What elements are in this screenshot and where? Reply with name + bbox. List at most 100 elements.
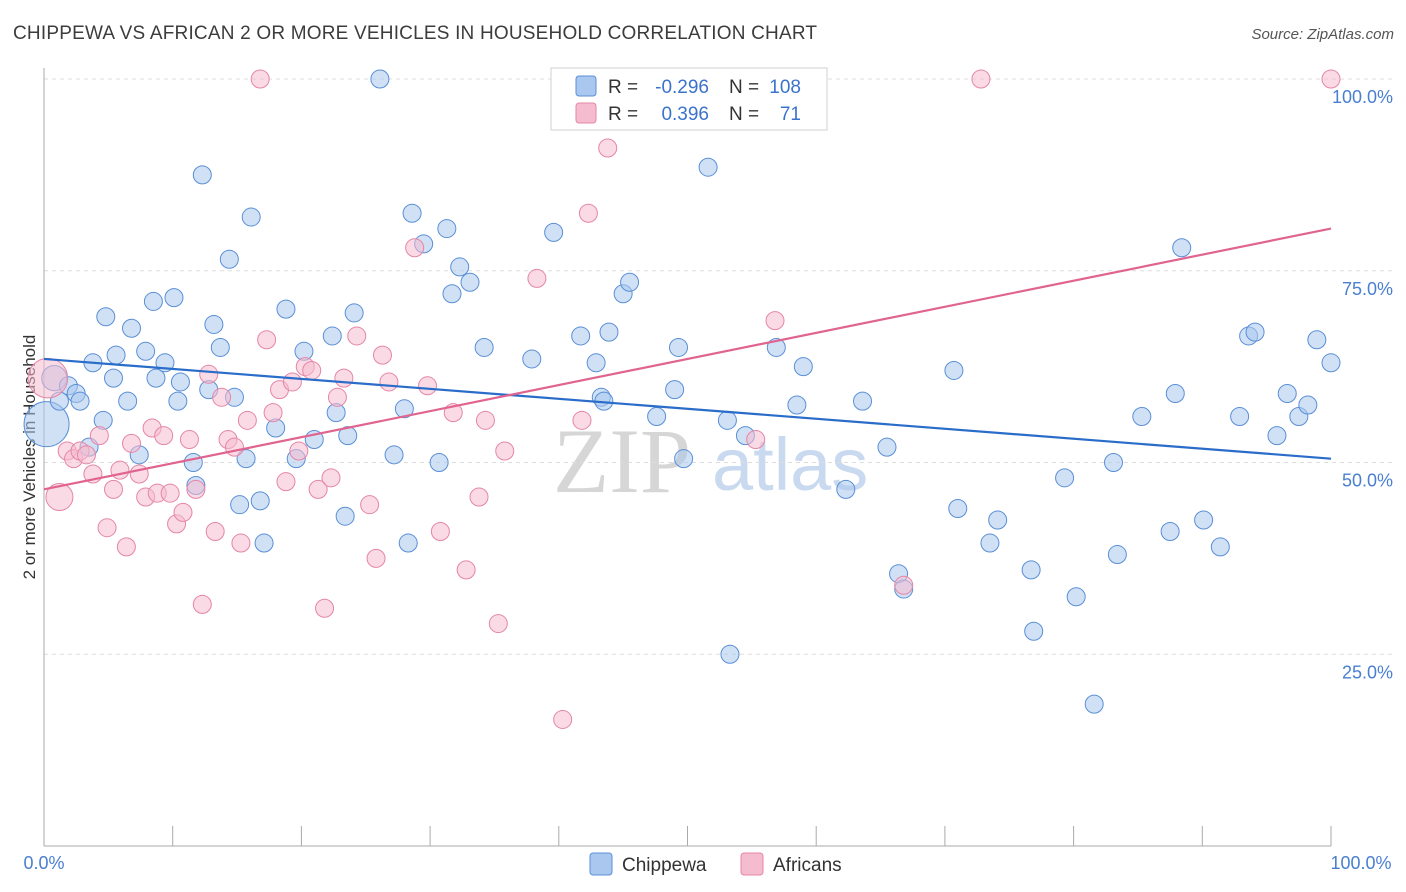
x-tick-label-min: 0.0% xyxy=(23,853,64,873)
africans-point xyxy=(45,483,74,512)
chippewa-point xyxy=(106,345,126,365)
africans-point xyxy=(379,372,399,392)
legend-swatch-africans xyxy=(575,102,597,124)
africans-point xyxy=(224,437,244,457)
chart-source: Source: ZipAtlas.com xyxy=(1251,26,1394,43)
chippewa-point xyxy=(1021,560,1041,580)
africans-point xyxy=(276,472,296,492)
chippewa-point xyxy=(980,533,1000,553)
chippewa-point xyxy=(219,249,239,269)
africans-point xyxy=(475,410,495,430)
chippewa-point xyxy=(136,341,156,361)
grid-lines xyxy=(44,78,1392,655)
africans-point xyxy=(250,69,270,89)
chippewa-point xyxy=(571,326,591,346)
africans-point xyxy=(495,441,515,461)
legend-n-value-chippewa: 108 xyxy=(769,77,801,98)
africans-point xyxy=(418,376,438,396)
y-axis-label: 2 or more Vehicles in Household xyxy=(20,335,39,580)
africans-point xyxy=(765,311,785,331)
africans-point xyxy=(366,548,386,568)
chippewa-point xyxy=(836,479,856,499)
africans-point xyxy=(27,357,69,399)
africans-point xyxy=(598,138,618,158)
chippewa-point xyxy=(853,391,873,411)
y-tick-label: 50.0% xyxy=(1342,471,1393,491)
chippewa-point xyxy=(1172,238,1192,258)
africans-point xyxy=(192,594,212,614)
chippewa-point xyxy=(1084,694,1104,714)
legend-box: R = -0.296 N = 108 R = 0.396 N = 71 xyxy=(550,67,828,131)
africans-point xyxy=(116,537,136,557)
chippewa-point xyxy=(1321,353,1341,373)
chippewa-point xyxy=(398,533,418,553)
y-tick-label: 75.0% xyxy=(1342,279,1393,299)
series-chippewa-points xyxy=(23,69,1341,714)
legend-r-value-chippewa: -0.296 xyxy=(655,77,709,98)
chippewa-point xyxy=(988,510,1008,530)
chippewa-point xyxy=(338,426,358,446)
trend-lines xyxy=(43,227,1332,491)
legend-r-value-africans: 0.396 xyxy=(661,104,709,125)
africans-point xyxy=(327,387,347,407)
chippewa-point xyxy=(450,257,470,277)
watermark: ZIP atlas xyxy=(553,410,868,512)
chippewa-point xyxy=(1160,522,1180,542)
chippewa-point xyxy=(1055,468,1075,488)
y-tick-label: 100.0% xyxy=(1332,87,1393,107)
chippewa-point xyxy=(1267,426,1287,446)
chippewa-point xyxy=(241,207,261,227)
chippewa-point xyxy=(402,203,422,223)
chippewa-point xyxy=(170,372,190,392)
chippewa-point xyxy=(1024,621,1044,641)
chippewa-point xyxy=(1132,406,1152,426)
chippewa-trend-line xyxy=(43,357,1332,460)
chippewa-point xyxy=(103,368,123,388)
chippewa-point xyxy=(23,401,70,448)
y-tick-label: 25.0% xyxy=(1342,662,1393,682)
chippewa-point xyxy=(1298,395,1318,415)
watermark-zip: ZIP xyxy=(553,410,691,512)
africans-point xyxy=(746,429,766,449)
legend-r-label-chippewa: R = xyxy=(608,77,638,98)
chippewa-point xyxy=(276,299,296,319)
chippewa-point xyxy=(204,314,224,334)
chippewa-point xyxy=(143,291,163,311)
africans-point xyxy=(205,522,225,542)
chippewa-point xyxy=(665,380,685,400)
chippewa-point xyxy=(793,357,813,377)
africans-point xyxy=(347,326,367,346)
africans-point xyxy=(257,330,277,350)
chippewa-point xyxy=(668,337,688,357)
africans-point xyxy=(76,445,96,465)
africans-point xyxy=(289,441,309,461)
chippewa-point xyxy=(236,449,256,469)
chippewa-point xyxy=(944,360,964,380)
africans-point xyxy=(572,410,592,430)
chippewa-point xyxy=(460,272,480,292)
bottom-legend-label-chippewa: Chippewa xyxy=(622,855,707,876)
chippewa-point xyxy=(717,410,737,430)
chippewa-point xyxy=(586,353,606,373)
chippewa-point xyxy=(698,157,718,177)
africans-point xyxy=(334,368,354,388)
africans-point xyxy=(231,533,251,553)
chippewa-point xyxy=(1165,383,1185,403)
africans-point xyxy=(430,522,450,542)
africans-point xyxy=(186,479,206,499)
africans-point xyxy=(110,460,130,480)
africans-point xyxy=(488,614,508,634)
chippewa-point xyxy=(370,69,390,89)
chippewa-point xyxy=(230,495,250,515)
chippewa-point xyxy=(429,453,449,472)
legend-n-value-africans: 71 xyxy=(780,104,801,125)
africans-point xyxy=(212,387,232,407)
y-tick-labels: 25.0% 50.0% 75.0% 100.0% xyxy=(1332,87,1393,682)
africans-point xyxy=(154,426,174,446)
chippewa-point xyxy=(118,391,138,411)
africans-point xyxy=(237,410,257,430)
chippewa-point xyxy=(948,499,968,519)
chippewa-point xyxy=(720,644,740,664)
africans-point xyxy=(173,502,193,522)
